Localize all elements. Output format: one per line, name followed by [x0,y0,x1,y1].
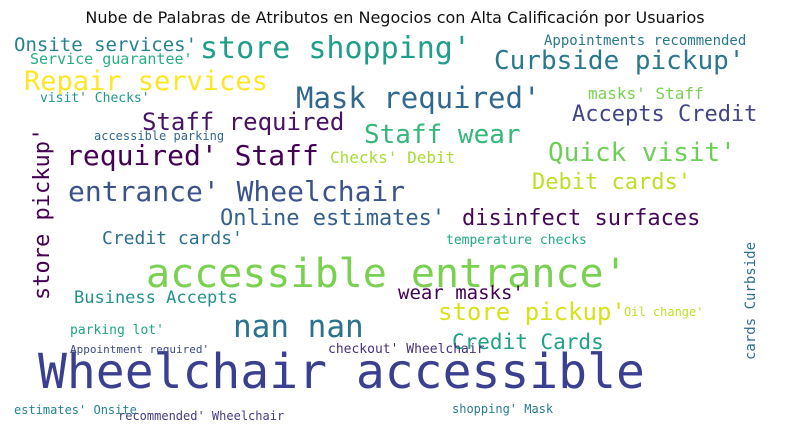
word-debit-cards: Debit cards' [532,170,691,195]
word-accepts-credit: Accepts Credit [572,102,758,127]
word-appointment-required: shopping' Mask [452,402,554,416]
word-staff-required: Staff required [142,108,345,136]
word-onsite-services: Business Accepts [74,288,238,308]
word-checks-debit: masks' Staff [588,84,704,103]
word-masks-staff: Onsite services' [14,34,198,56]
word-recommended-wheelchair: Appointment required' [70,343,210,356]
word-quick-visit: Quick visit' [548,138,736,168]
chart-title: Nube de Palabras de Atributos en Negocio… [85,8,705,27]
word-cloud: Wheelchair accessible accessible entranc… [10,30,780,420]
word-online-estimates: Online estimates' [220,206,446,231]
word-store-shopping: store shopping' [200,31,471,66]
word-store-pickup: store pickup' [30,127,55,300]
word-appointments-recommended: temperature checks [446,233,587,248]
word-nan-nan: nan nan [233,309,364,345]
word-wear-masks: store pickup' [438,298,626,326]
word-required-staff: required' Staff [66,139,319,172]
word-accessible-parking: Appointments recommended [544,33,747,49]
word-service-guarantee: Checks' Debit [330,148,456,167]
word-visit-checks: Service guarantee' [30,50,193,68]
word-cards-curbside: cards Curbside [743,241,759,360]
word-credit-cards-upper: wear masks' [398,282,524,304]
word-temperature-checks: visit' Checks' [40,91,150,106]
word-oil-change: estimates' Onsite [14,403,137,417]
word-accessible-entrance: accessible entrance' [146,251,628,297]
word-guarantee-quick: Oil change' [624,305,704,319]
word-credit-cards-lower: Credit Cards [452,330,604,354]
word-entrance-wheelchair: entrance' Wheelchair [68,175,406,208]
word-checkout-wheelchair: accessible parking [94,129,225,143]
word-staff-wear: Staff wear [364,120,521,150]
word-shopping-mask: parking lot' [70,323,164,338]
word-wheelchair-accessible: Wheelchair accessible [38,344,645,400]
word-curbside-pickup: Curbside pickup' [494,46,745,76]
word-parking-lot: checkout' Wheelchair [328,342,485,357]
word-estimates-onsite: recommended' Wheelchair [118,409,285,420]
word-disinfect-surfaces: disinfect surfaces [462,206,701,231]
word-repair-services: Repair services [24,66,268,97]
word-business-accepts: Credit cards' [102,228,243,249]
word-mask-required: Mask required' [296,81,541,115]
